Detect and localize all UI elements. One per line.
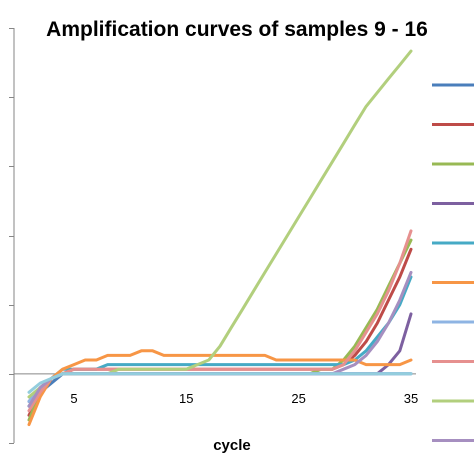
x-tick-label: 25	[291, 391, 305, 406]
series-line	[27, 275, 413, 408]
x-axis-title: cycle	[213, 437, 251, 454]
series-line	[27, 247, 413, 417]
x-tick-label: 15	[179, 391, 193, 406]
chart-title: Amplification curves of samples 9 - 16	[46, 18, 428, 41]
series-line	[27, 229, 413, 413]
series-line	[27, 49, 413, 399]
series-line	[27, 372, 413, 408]
series-line	[27, 372, 413, 394]
x-tick-label: 35	[404, 391, 418, 406]
x-tick-label: 5	[70, 391, 77, 406]
series-line	[27, 372, 413, 403]
series-line	[27, 270, 413, 408]
series-line	[27, 238, 413, 422]
